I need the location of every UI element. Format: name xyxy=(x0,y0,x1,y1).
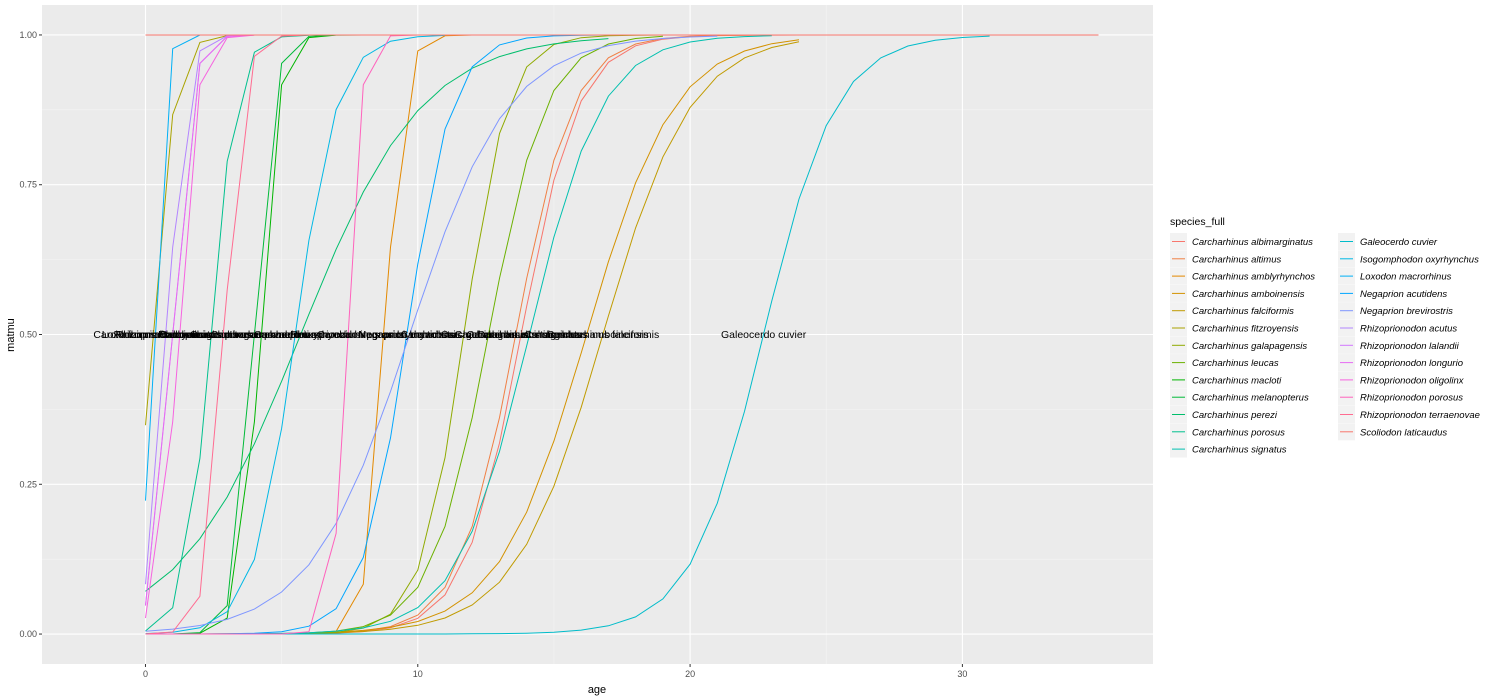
series-label: Carcharhinus leucas xyxy=(441,329,537,341)
series-line xyxy=(145,34,418,635)
y-tick-label: 1.00 xyxy=(19,30,37,40)
series-label: Galeocerdo cuvier xyxy=(721,329,807,341)
legend-label: Carcharhinus falciformis xyxy=(1192,306,1294,317)
x-tick-label: 0 xyxy=(143,669,148,679)
legend-label: Rhizoprionodon acutus xyxy=(1360,324,1457,335)
y-tick-label: 0.25 xyxy=(19,479,37,489)
legend: species_full Carcharhinus albimarginatus… xyxy=(1170,216,1480,458)
x-tick-label: 10 xyxy=(413,669,423,679)
legend-items: Carcharhinus albimarginatus Carcharhinus … xyxy=(1170,233,1480,458)
y-axis-title: matmu xyxy=(5,318,17,352)
series-label: Carcharhinus porosus xyxy=(159,329,262,341)
y-tick-label: 0.00 xyxy=(19,629,37,639)
series-line xyxy=(145,34,446,635)
series-label: Rhizoprionodon acutus xyxy=(114,329,221,341)
legend-label: Rhizoprionodon longurio xyxy=(1360,358,1463,369)
series-label: Carcharhinus albimarginatus xyxy=(454,329,588,341)
legend-label: Loxodon macrorhinus xyxy=(1360,272,1452,283)
x-axis-ticks: 0 10 20 30 xyxy=(143,664,967,679)
legend-title: species_full xyxy=(1170,216,1225,228)
x-tick-label: 20 xyxy=(685,669,695,679)
legend-label: Carcharhinus porosus xyxy=(1192,427,1285,438)
series-line xyxy=(145,34,255,606)
series-label: Carcharhinus amblyrhynchos xyxy=(317,329,453,341)
series-label: Rhizoprionodon terraenovae xyxy=(158,329,291,341)
legend-label: Rhizoprionodon porosus xyxy=(1360,393,1463,404)
series-label: Carcharhinus altimus xyxy=(466,329,565,341)
series-label: Negaprion brevirostris xyxy=(358,329,461,341)
legend-label: Carcharhinus amblyrhynchos xyxy=(1192,272,1315,283)
legend-label: Carcharhinus perezi xyxy=(1192,410,1278,421)
series-label: Carcharhinus galapagensis xyxy=(400,329,527,341)
legend-label: Negaprion acutidens xyxy=(1360,289,1447,300)
legend-label: Carcharhinus altimus xyxy=(1192,254,1281,265)
legend-label: Carcharhinus signatus xyxy=(1192,445,1287,456)
legend-label: Rhizoprionodon terraenovae xyxy=(1360,410,1480,421)
legend-label: Negaprion brevirostris xyxy=(1360,306,1453,317)
legend-label: Galeocerdo cuvier xyxy=(1360,237,1438,248)
series-line xyxy=(145,34,309,635)
series-line xyxy=(145,35,718,632)
series-line xyxy=(145,38,609,592)
series-label: Carcharhinus amboinensis xyxy=(524,329,648,341)
y-axis-ticks: 0.00 0.25 0.50 0.75 1.00 xyxy=(19,30,42,639)
series-label: Rhizoprionodon longurio xyxy=(116,329,230,341)
legend-label: Carcharhinus melanopterus xyxy=(1192,393,1309,404)
legend-label: Carcharhinus macloti xyxy=(1192,375,1282,386)
x-tick-label: 30 xyxy=(957,669,967,679)
series-label: Carcharhinus perezi xyxy=(254,329,348,341)
series-line xyxy=(145,34,309,632)
legend-label: Carcharhinus albimarginatus xyxy=(1192,237,1313,248)
series-label: Carcharhinus signatus xyxy=(477,329,581,341)
series-lines xyxy=(145,34,1099,635)
legend-label: Rhizoprionodon oligolinx xyxy=(1360,375,1465,386)
series-label: Carcharhinus falciformis xyxy=(547,329,660,341)
legend-label: Scoliodon laticaudus xyxy=(1360,427,1447,438)
legend-label: Carcharhinus galapagensis xyxy=(1192,341,1307,352)
y-tick-label: 0.50 xyxy=(19,330,37,340)
legend-label: Rhizoprionodon lalandii xyxy=(1360,341,1460,352)
legend-label: Carcharhinus fitzroyensis xyxy=(1192,324,1299,335)
series-label: Carcharhinus fitzroyensis xyxy=(93,329,211,341)
series-label: Negaprion acutidens xyxy=(359,329,455,341)
legend-label: Carcharhinus amboinensis xyxy=(1192,289,1305,300)
series-label: Carcharhinus macloti xyxy=(210,329,309,341)
series-label: Rhizoprionodon porosus xyxy=(290,329,404,341)
series-label: Loxodon macrorhinus xyxy=(102,329,203,341)
x-axis-title: age xyxy=(588,684,606,696)
series-label: Carcharhinus melanopterus xyxy=(190,329,319,341)
series-line xyxy=(145,34,255,619)
legend-label: Carcharhinus leucas xyxy=(1192,358,1279,369)
y-tick-label: 0.75 xyxy=(19,180,37,190)
series-label: Isogomphodon oxyrhynchus xyxy=(230,329,361,341)
legend-label: Isogomphodon oxyrhynchus xyxy=(1360,254,1479,265)
series-labels: Carcharhinus albimarginatusCarcharhinus … xyxy=(93,329,806,341)
